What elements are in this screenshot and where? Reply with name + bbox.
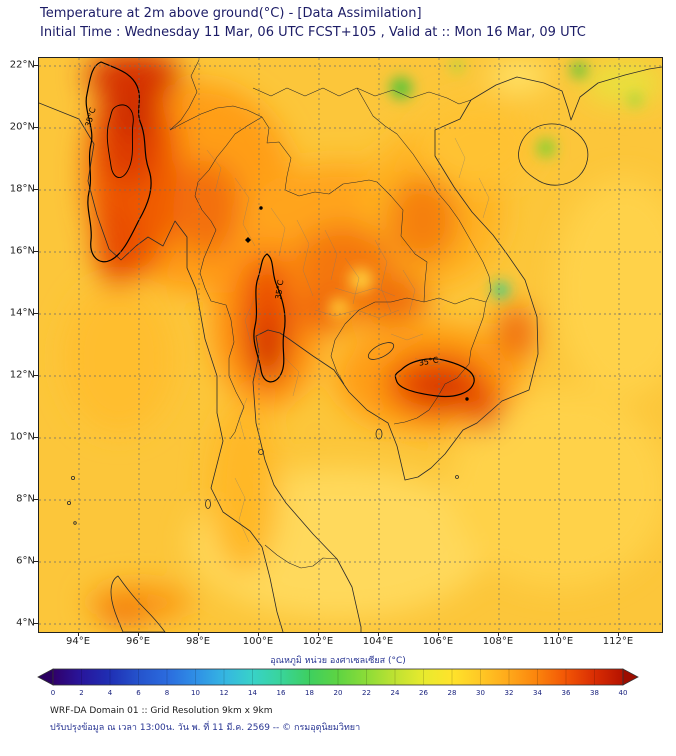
colorbar-tick-label: 0 [51, 689, 55, 697]
colorbar-tick-label: 40 [619, 689, 628, 697]
x-axis-tick-mark [318, 632, 319, 636]
x-axis-tick-label: 102°E [302, 636, 334, 647]
y-axis-tick-mark [34, 189, 38, 190]
province-borders [206, 137, 490, 543]
x-axis-tick-mark [78, 632, 79, 636]
temperature-map: 35°C 35°C 35°C [39, 58, 662, 632]
x-axis-tick-mark [258, 632, 259, 636]
x-axis-tick-label: 96°E [125, 636, 151, 647]
y-axis-tick-mark [34, 65, 38, 66]
contour-label: 35°C [418, 355, 439, 367]
y-axis-tick-mark [34, 623, 38, 624]
colorbar-tick-label: 34 [533, 689, 542, 697]
x-axis-tick-label: 112°E [602, 636, 634, 647]
colorbar-tick-label: 6 [136, 689, 141, 697]
colorbar-ticks: 0 2 4 6 8 10 12 14 16 18 20 22 24 26 28 30 32 34 36 38 40 [51, 689, 628, 697]
y-axis-tick-mark [34, 561, 38, 562]
footer-domain-info: WRF-DA Domain 01 :: Grid Resolution 9km … [50, 706, 273, 716]
y-axis-tick-label: 6°N [16, 555, 35, 567]
colorbar-tick-label: 28 [448, 689, 457, 697]
x-axis-tick-label: 108°E [482, 636, 514, 647]
colorbar-tick-label: 10 [191, 689, 200, 697]
x-axis-tick-label: 98°E [185, 636, 211, 647]
x-axis-tick-label: 110°E [542, 636, 574, 647]
y-axis-tick-mark [34, 499, 38, 500]
colorbar-title: อุณหภูมิ หน่วย องศาเซลเซียส (°C) [270, 656, 406, 666]
contour-lines-35c [85, 61, 475, 398]
colorbar-tick-label: 8 [165, 689, 169, 697]
y-axis-tick-label: 16°N [9, 245, 35, 257]
country-borders [169, 59, 492, 569]
y-axis-tick-label: 12°N [9, 369, 35, 381]
y-axis-tick-mark [34, 251, 38, 252]
colorbar-tick-label: 26 [419, 689, 428, 697]
colorbar-tick-label: 30 [476, 689, 485, 697]
coastlines [39, 66, 662, 632]
colorbar-tick-label: 12 [220, 689, 229, 697]
x-axis-tick-mark [558, 632, 559, 636]
y-axis-tick-label: 4°N [16, 617, 35, 629]
colorbar-tick-label: 16 [277, 689, 286, 697]
x-axis-tick-mark [138, 632, 139, 636]
x-axis-tick-label: 94°E [65, 636, 91, 647]
y-axis-tick-label: 14°N [9, 307, 35, 319]
y-axis-tick-label: 10°N [9, 431, 35, 443]
map-plot-area: 35°C 35°C 35°C [38, 57, 663, 633]
colorbar-tick-label: 14 [248, 689, 257, 697]
page-title: Temperature at 2m above ground(°C) - [Da… [40, 6, 422, 21]
x-axis-tick-mark [618, 632, 619, 636]
colorbar-tick-label: 18 [305, 689, 314, 697]
x-axis-tick-mark [198, 632, 199, 636]
colorbar-tick-label: 2 [79, 689, 83, 697]
contour-specks [245, 206, 469, 401]
y-axis-tick-mark [34, 437, 38, 438]
footer-update-info: ปรับปรุงข้อมูล ณ เวลา 13:00น. วัน พ. ที่… [50, 723, 361, 733]
tonle-sap-lake [367, 342, 395, 360]
graticule [39, 58, 662, 632]
colorbar-tick-label: 20 [334, 689, 343, 697]
y-axis-tick-label: 18°N [9, 183, 35, 195]
colorbar-tick-label: 38 [590, 689, 599, 697]
x-axis-tick-mark [438, 632, 439, 636]
colorbar-tick-label: 4 [108, 689, 113, 697]
y-axis-tick-mark [34, 313, 38, 314]
x-axis-tick-mark [498, 632, 499, 636]
x-axis-tick-label: 104°E [362, 636, 394, 647]
colorbar-tick-label: 36 [562, 689, 571, 697]
y-axis-tick-label: 22°N [9, 59, 35, 71]
y-axis-tick-mark [34, 127, 38, 128]
x-axis-tick-label: 106°E [422, 636, 454, 647]
y-axis-tick-label: 8°N [16, 493, 35, 505]
colorbar-tick-label: 32 [505, 689, 514, 697]
x-axis-tick-label: 100°E [242, 636, 274, 647]
page-subtitle: Initial Time : Wednesday 11 Mar, 06 UTC … [40, 25, 586, 40]
y-axis-tick-label: 20°N [9, 121, 35, 133]
colorbar-left-arrow [37, 668, 54, 686]
contour-label: 35°C [274, 279, 286, 300]
colorbar-separators [81, 669, 595, 685]
colorbar-tick-label: 22 [362, 689, 371, 697]
x-axis-tick-mark [378, 632, 379, 636]
colorbar: 0 2 4 6 8 10 12 14 16 18 20 22 24 26 28 30 32 34 36 38 40 [37, 668, 639, 697]
colorbar-right-arrow [622, 668, 639, 686]
y-axis-tick-mark [34, 375, 38, 376]
colorbar-tick-label: 24 [391, 689, 400, 697]
